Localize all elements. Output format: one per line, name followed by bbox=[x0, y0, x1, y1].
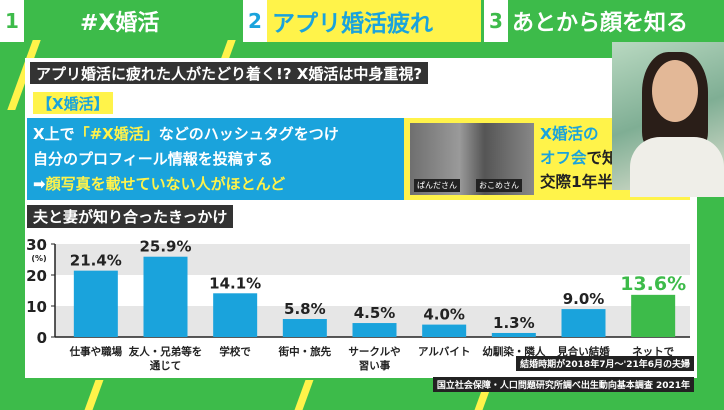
presenter-video bbox=[612, 42, 724, 197]
active-tab-bg bbox=[243, 0, 481, 42]
data-label: 21.4% bbox=[70, 252, 122, 270]
bar bbox=[491, 332, 536, 337]
y-unit-label: (%) bbox=[31, 254, 46, 263]
tab-number-2: 2 bbox=[243, 0, 267, 42]
footnote-1: 結婚時期が2018年7月～'21年6月の夫婦 bbox=[516, 356, 694, 371]
y-tick-label: 0 bbox=[37, 329, 47, 347]
data-label: 5.8% bbox=[284, 300, 326, 318]
name-tag: おこめさん bbox=[476, 179, 522, 192]
category-label: 通じて bbox=[150, 360, 182, 372]
category-label: 習い事 bbox=[359, 359, 391, 372]
category-label: 学校で bbox=[219, 345, 251, 358]
desc-text: などのハッシュタグをつけ bbox=[158, 125, 339, 143]
category-label: 街中・旅先 bbox=[278, 345, 332, 358]
data-label: 9.0% bbox=[563, 290, 605, 308]
bar bbox=[213, 293, 258, 337]
y-tick-label: 20 bbox=[26, 267, 47, 285]
data-label: 1.3% bbox=[493, 314, 535, 332]
name-tag: ぱんださん bbox=[414, 179, 460, 192]
y-tick-label: 10 bbox=[26, 298, 47, 316]
bar bbox=[352, 323, 397, 337]
data-label: 13.6% bbox=[620, 273, 686, 295]
headline: アプリ婚活に疲れた人がたどり着く!? X婚活は中身重視? bbox=[30, 62, 429, 84]
hashtag: 「#X婚活」 bbox=[74, 125, 159, 143]
arrow-icon: ➡ bbox=[33, 175, 46, 193]
category-label: 見合い結婚 bbox=[556, 345, 610, 358]
category-label: 友人・兄弟等を bbox=[128, 345, 203, 358]
data-label: 25.9% bbox=[139, 238, 191, 256]
bar bbox=[422, 324, 467, 337]
desc-line-2: 自分のプロフィール情報を投稿する bbox=[33, 150, 273, 168]
tab-1: #X婚活 bbox=[80, 11, 160, 36]
category-label: サークルや bbox=[348, 346, 400, 358]
chart-title: 夫と妻が知り合ったきっかけ bbox=[27, 205, 234, 228]
category-label: ネットで bbox=[632, 346, 674, 358]
tab-2: アプリ婚活疲れ bbox=[272, 11, 433, 37]
couple-photo: ぱんださん おこめさん bbox=[410, 123, 534, 195]
y-tick-label: 30 bbox=[26, 236, 47, 254]
desc-line-3: 顔写真を載せていない人がほとんど bbox=[45, 175, 286, 193]
footnote-2: 国立社会保障・人口問題研究所調べ出生動向基本調査 2021年 bbox=[432, 377, 694, 392]
bar bbox=[73, 270, 118, 337]
bar bbox=[631, 294, 676, 337]
bar bbox=[561, 309, 606, 337]
case-highlight: オフ会 bbox=[540, 149, 587, 167]
section-label: 【X婚活】 bbox=[33, 92, 113, 114]
tab-number-1: 1 bbox=[0, 0, 24, 42]
bar bbox=[282, 319, 327, 337]
category-label: 幼馴染・隣人 bbox=[482, 345, 545, 358]
data-label: 14.1% bbox=[209, 274, 261, 292]
tab-number-3: 3 bbox=[484, 0, 508, 42]
case-line-1: X婚活の bbox=[540, 125, 599, 143]
category-label: 仕事や職場 bbox=[69, 345, 123, 358]
desc-text: X上で bbox=[33, 125, 75, 143]
topic-tabs: 1 #X婚活 2 アプリ婚活疲れ 3 あとから顔を知る bbox=[0, 0, 724, 42]
data-label: 4.5% bbox=[354, 304, 396, 322]
tab-3: あとから顔を知る bbox=[512, 11, 689, 36]
description-box: X上で「#X婚活」などのハッシュタグをつけ 自分のプロフィール情報を投稿する ➡… bbox=[27, 118, 407, 200]
bar bbox=[143, 256, 188, 337]
category-label: アルバイト bbox=[418, 346, 470, 358]
data-label: 4.0% bbox=[423, 306, 465, 324]
